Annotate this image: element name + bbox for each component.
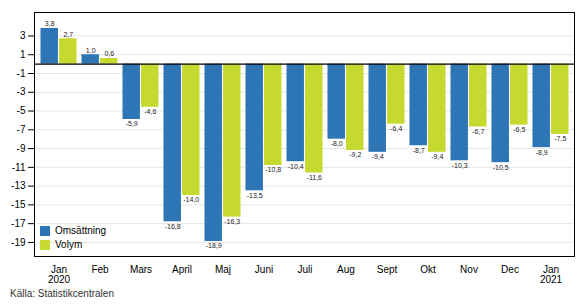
svg-text:-8,9: -8,9 [536, 149, 548, 156]
svg-text:1,0: 1,0 [86, 47, 96, 54]
svg-text:Mars: Mars [130, 264, 152, 275]
html-text:Volym: Volym [55, 239, 83, 250]
svg-text:-6,4: -6,4 [390, 125, 402, 132]
svg-text:-11: -11 [12, 162, 26, 173]
svg-text:Feb: Feb [91, 264, 109, 275]
svg-text:Jan2021: Jan2021 [540, 264, 563, 285]
svg-text:1: 1 [20, 49, 26, 60]
svg-text:-8,0: -8,0 [331, 140, 343, 147]
svg-text:-17: -17 [11, 218, 26, 229]
svg-text:-10,4: -10,4 [288, 163, 304, 170]
svg-text:Aug: Aug [337, 264, 355, 275]
svg-text:-16,3: -16,3 [224, 218, 240, 225]
svg-text:-9,2: -9,2 [349, 151, 361, 158]
svg-text:Nov: Nov [460, 264, 478, 275]
svg-text:Okt: Okt [420, 264, 436, 275]
svg-text:-6,7: -6,7 [472, 128, 484, 135]
svg-text:-5: -5 [17, 105, 26, 116]
svg-text:-14,0: -14,0 [183, 196, 199, 203]
svg-text:-5,9: -5,9 [126, 120, 138, 127]
svg-text:-9,4: -9,4 [372, 153, 384, 160]
svg-text:-16,8: -16,8 [165, 223, 181, 230]
html-text:Källa: Statistikcentralen: Källa: Statistikcentralen [10, 288, 114, 299]
svg-text:-7: -7 [17, 124, 26, 135]
svg-text:3: 3 [20, 30, 26, 41]
svg-text:Juli: Juli [297, 264, 312, 275]
svg-text:-9: -9 [17, 143, 26, 154]
svg-text:3,8: 3,8 [45, 20, 55, 27]
svg-text:Jan2020: Jan2020 [48, 264, 71, 285]
svg-text:-3: -3 [17, 86, 26, 97]
svg-text:-7,5: -7,5 [554, 135, 566, 142]
svg-text:-9,4: -9,4 [431, 153, 443, 160]
svg-text:-15: -15 [11, 199, 26, 210]
svg-text:Sept: Sept [377, 264, 398, 275]
svg-text:Maj: Maj [215, 264, 231, 275]
svg-text:-8,7: -8,7 [413, 147, 425, 154]
svg-text:-1: -1 [17, 68, 26, 79]
svg-text:-10,8: -10,8 [265, 166, 281, 173]
svg-text:-10,3: -10,3 [452, 162, 468, 169]
svg-text:-10,5: -10,5 [493, 164, 509, 171]
svg-text:-13: -13 [11, 180, 26, 191]
svg-text:0,6: 0,6 [104, 50, 114, 57]
svg-text:-4,6: -4,6 [144, 108, 156, 115]
svg-text:-6,5: -6,5 [513, 126, 525, 133]
svg-text:-13,5: -13,5 [247, 192, 263, 199]
svg-text:-18,9: -18,9 [206, 242, 222, 249]
svg-text:Dec: Dec [501, 264, 519, 275]
svg-text:April: April [172, 264, 192, 275]
svg-text:-19: -19 [11, 237, 26, 248]
svg-text:2,7: 2,7 [63, 31, 73, 38]
html-text:Omsättning: Omsättning [55, 225, 107, 236]
svg-text:Juni: Juni [255, 264, 273, 275]
svg-text:-11,6: -11,6 [307, 174, 323, 181]
